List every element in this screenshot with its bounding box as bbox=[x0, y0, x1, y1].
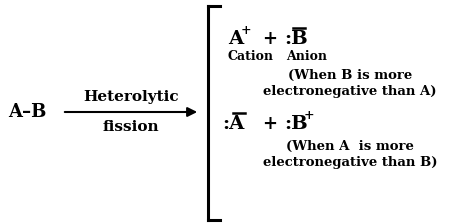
Text: fission: fission bbox=[103, 120, 159, 134]
Text: :A: :A bbox=[222, 115, 244, 133]
Text: :B: :B bbox=[284, 115, 308, 133]
Text: electronegative than A): electronegative than A) bbox=[263, 84, 437, 97]
Text: +: + bbox=[262, 115, 277, 133]
Text: electronegative than B): electronegative than B) bbox=[263, 155, 437, 168]
Text: (When A  is more: (When A is more bbox=[286, 140, 414, 153]
Text: +: + bbox=[241, 24, 252, 37]
Text: +: + bbox=[304, 108, 315, 121]
Text: :B: :B bbox=[284, 30, 308, 48]
Text: Anion: Anion bbox=[286, 50, 327, 62]
Text: (When B is more: (When B is more bbox=[288, 69, 412, 82]
Text: Cation: Cation bbox=[228, 50, 274, 62]
Text: +: + bbox=[262, 30, 277, 48]
Text: Heterolytic: Heterolytic bbox=[83, 90, 179, 104]
Text: A: A bbox=[228, 30, 243, 48]
Text: A–B: A–B bbox=[8, 103, 46, 121]
